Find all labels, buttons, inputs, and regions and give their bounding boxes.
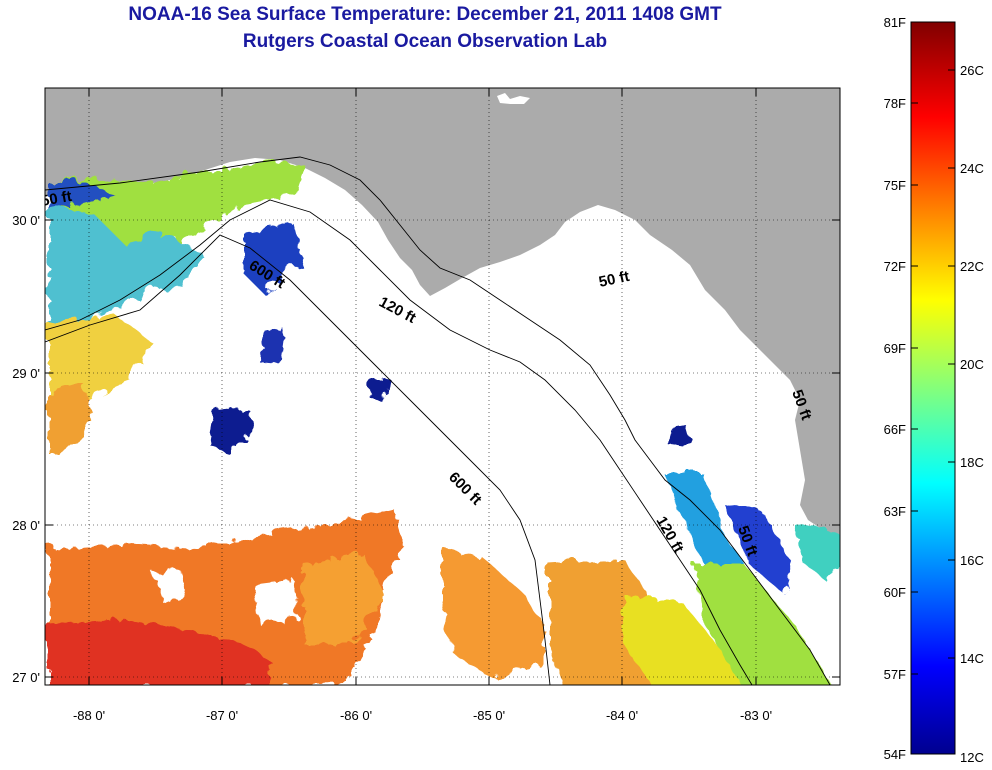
map-plot-area: 50 ft 120 ft 600 ft 600 ft 120 ft 50 ft … — [40, 88, 840, 685]
colorbar-c-label: 14C — [960, 651, 984, 666]
colorbar: 81F 78F 75F 72F 69F 66F 63F 60F 57F 54F … — [884, 15, 984, 765]
colorbar-f-label: 75F — [884, 178, 906, 193]
contour-label: 50 ft — [40, 188, 73, 210]
x-tick-label: -86 0' — [340, 708, 372, 723]
colorbar-f-label: 81F — [884, 15, 906, 30]
contour-600ft — [45, 234, 551, 685]
map-grid — [45, 88, 840, 685]
colorbar-c-label: 20C — [960, 357, 984, 372]
map-subtitle: Rutgers Coastal Ocean Observation Lab — [242, 31, 608, 52]
x-tick-label: -85 0' — [473, 708, 505, 723]
depth-contours — [45, 156, 831, 685]
x-axis-labels: -88 0' -87 0' -86 0' -85 0' -84 0' -83 0… — [73, 708, 772, 723]
y-tick-label: 29 0' — [12, 366, 40, 381]
colorbar-gradient — [910, 21, 956, 755]
colorbar-f-label: 63F — [884, 504, 906, 519]
colorbar-c-label: 18C — [960, 455, 984, 470]
x-tick-label: -83 0' — [740, 708, 772, 723]
colorbar-c-label: 22C — [960, 259, 984, 274]
colorbar-c-label: 16C — [960, 553, 984, 568]
colorbar-c-label: 26C — [960, 63, 984, 78]
sst-data — [45, 158, 840, 685]
colorbar-ticks — [911, 69, 955, 675]
y-tick-label: 30 0' — [12, 213, 40, 228]
x-tick-label: -87 0' — [206, 708, 238, 723]
colorbar-f-label: 78F — [884, 96, 906, 111]
colorbar-f-label: 57F — [884, 667, 906, 682]
colorbar-f-label: 54F — [884, 747, 906, 762]
contour-50ft — [45, 156, 831, 685]
colorbar-f-label: 60F — [884, 585, 906, 600]
y-axis-labels: 30 0' 29 0' 28 0' 27 0' — [12, 213, 40, 685]
colorbar-fahrenheit-labels: 81F 78F 75F 72F 69F 66F 63F 60F 57F 54F — [884, 15, 906, 762]
colorbar-f-label: 72F — [884, 259, 906, 274]
island — [497, 93, 530, 104]
colorbar-f-label: 66F — [884, 422, 906, 437]
map-title: NOAA-16 Sea Surface Temperature: Decembe… — [128, 4, 722, 25]
contour-label: 50 ft — [597, 268, 631, 291]
map-tick-marks — [45, 88, 840, 685]
y-tick-label: 28 0' — [12, 518, 40, 533]
colorbar-c-label: 24C — [960, 161, 984, 176]
land-mass — [45, 88, 840, 545]
contour-120ft — [45, 199, 753, 685]
map-frame — [44, 87, 841, 686]
colorbar-celsius-labels: 26C 24C 22C 20C 18C 16C 14C 12C — [960, 63, 984, 765]
x-tick-label: -84 0' — [606, 708, 638, 723]
y-tick-label: 27 0' — [12, 670, 40, 685]
colorbar-c-label: 12C — [960, 750, 984, 765]
x-tick-label: -88 0' — [73, 708, 105, 723]
colorbar-f-label: 69F — [884, 341, 906, 356]
